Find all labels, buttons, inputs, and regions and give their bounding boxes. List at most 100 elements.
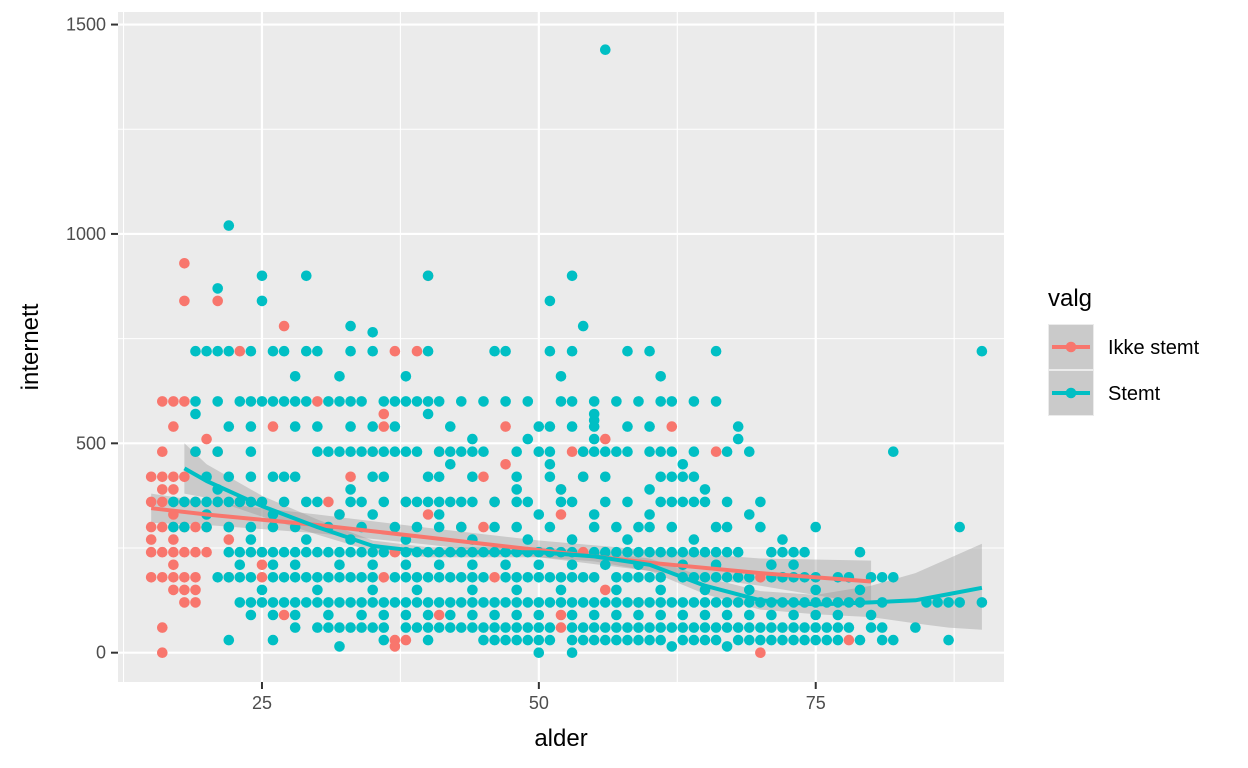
- point-1: [522, 634, 534, 646]
- point-1: [854, 584, 866, 596]
- point-1: [588, 609, 600, 621]
- point-1: [345, 622, 356, 633]
- point-0: [843, 634, 855, 646]
- point-1: [234, 597, 246, 608]
- point-1: [445, 446, 456, 458]
- point-1: [278, 597, 290, 608]
- point-1: [611, 446, 622, 458]
- point-1: [732, 622, 744, 633]
- point-1: [356, 609, 367, 621]
- point-1: [566, 345, 578, 357]
- point-1: [732, 421, 744, 432]
- point-1: [666, 641, 678, 652]
- point-0: [489, 572, 500, 583]
- point-1: [622, 534, 633, 545]
- point-0: [201, 546, 212, 558]
- point-1: [710, 546, 722, 558]
- point-0: [145, 534, 157, 545]
- point-1: [511, 446, 522, 458]
- point-1: [655, 371, 666, 382]
- point-1: [245, 609, 257, 621]
- point-1: [389, 597, 401, 608]
- point-1: [677, 546, 689, 558]
- point-1: [478, 572, 489, 583]
- point-1: [976, 345, 988, 357]
- point-0: [145, 471, 157, 483]
- point-1: [190, 345, 201, 357]
- point-1: [699, 597, 711, 608]
- point-0: [378, 421, 390, 432]
- point-1: [644, 622, 655, 633]
- point-1: [301, 496, 312, 508]
- point-1: [611, 572, 622, 583]
- point-1: [622, 446, 633, 458]
- point-0: [555, 509, 567, 520]
- point-0: [378, 572, 390, 583]
- point-1: [588, 622, 600, 633]
- point-1: [566, 622, 578, 633]
- point-1: [577, 597, 589, 608]
- point-0: [157, 521, 168, 533]
- point-1: [411, 521, 423, 533]
- point-1: [289, 471, 301, 483]
- point-1: [544, 572, 556, 583]
- point-1: [345, 546, 356, 558]
- point-1: [467, 622, 478, 633]
- point-1: [223, 471, 235, 483]
- point-1: [190, 446, 201, 458]
- point-1: [467, 446, 478, 458]
- point-1: [633, 609, 644, 621]
- point-1: [367, 546, 379, 558]
- confidence-band-0: [151, 493, 872, 605]
- point-1: [522, 597, 534, 608]
- point-1: [245, 597, 257, 608]
- point-1: [622, 634, 633, 646]
- point-1: [478, 396, 489, 407]
- point-1: [622, 597, 633, 608]
- point-0: [500, 421, 511, 432]
- point-1: [777, 546, 788, 558]
- point-1: [566, 609, 578, 621]
- point-1: [201, 345, 212, 357]
- point-1: [544, 446, 556, 458]
- point-1: [223, 546, 235, 558]
- point-1: [301, 534, 312, 545]
- point-1: [301, 546, 312, 558]
- point-1: [533, 634, 545, 646]
- point-0: [478, 521, 489, 533]
- legend-key-point: [1065, 387, 1077, 399]
- point-1: [677, 634, 689, 646]
- legend-label: Stemt: [1108, 383, 1161, 405]
- point-1: [223, 496, 235, 508]
- point-0: [312, 396, 323, 407]
- point-1: [600, 634, 611, 646]
- point-1: [422, 572, 434, 583]
- point-0: [145, 496, 157, 508]
- point-1: [511, 622, 522, 633]
- point-1: [456, 597, 467, 608]
- point-1: [744, 609, 755, 621]
- point-1: [400, 572, 412, 583]
- point-1: [544, 295, 556, 307]
- point-1: [411, 597, 423, 608]
- point-1: [378, 546, 390, 558]
- point-1: [278, 496, 290, 508]
- point-1: [755, 496, 766, 508]
- point-1: [500, 634, 511, 646]
- point-1: [876, 622, 888, 633]
- point-1: [234, 546, 246, 558]
- point-1: [323, 546, 334, 558]
- point-1: [677, 471, 689, 483]
- point-1: [799, 634, 810, 646]
- point-0: [566, 446, 578, 458]
- point-1: [876, 572, 888, 583]
- point-1: [721, 572, 733, 583]
- point-1: [289, 622, 301, 633]
- point-1: [644, 421, 655, 432]
- point-1: [356, 496, 367, 508]
- point-1: [511, 609, 522, 621]
- point-1: [710, 396, 722, 407]
- point-0: [190, 521, 201, 533]
- point-1: [600, 559, 611, 571]
- point-1: [555, 597, 567, 608]
